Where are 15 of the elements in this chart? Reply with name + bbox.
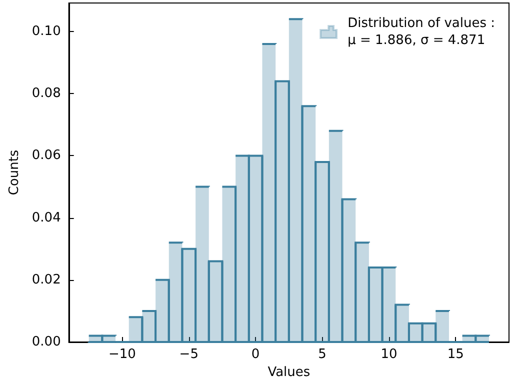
y-tick-label: 0.08 — [32, 86, 61, 102]
x-tick-label: 5 — [318, 347, 326, 362]
y-tick-label: 0.10 — [32, 24, 61, 40]
x-axis-title: Values — [268, 365, 310, 380]
x-tick-label: −10 — [108, 347, 136, 362]
y-tick-label: 0.02 — [32, 272, 61, 288]
x-tick-label: 0 — [251, 347, 260, 362]
x-tick-label: 15 — [447, 347, 464, 362]
y-tick-label: 0.00 — [32, 334, 61, 350]
x-tick-label: 10 — [380, 347, 398, 362]
y-axis-title: Counts — [7, 150, 22, 196]
legend-label: Distribution of values : μ = 1.886, σ = 4.871 — [348, 16, 496, 48]
x-tick-label: −5 — [179, 347, 198, 362]
y-tick-label: 0.06 — [32, 148, 61, 164]
y-tick-label: 0.04 — [32, 210, 61, 226]
